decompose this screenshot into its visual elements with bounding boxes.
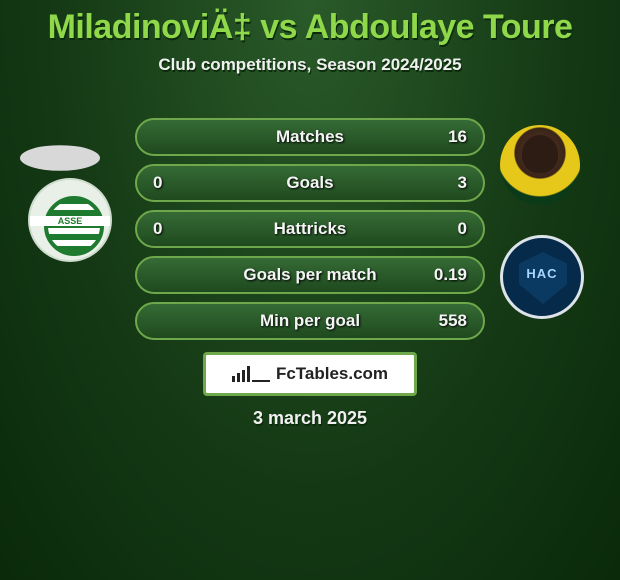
vs-label: vs [260, 8, 297, 46]
subtitle: Club competitions, Season 2024/2025 [0, 55, 620, 75]
stats-table: Matches 16 0 Goals 3 0 Hattricks 0 Goals… [135, 118, 485, 348]
player1-name: MiladinoviÄ‡ [48, 8, 252, 46]
stat-right-value: 16 [413, 127, 467, 147]
bar-chart-icon [232, 366, 270, 382]
stat-row: Matches 16 [135, 118, 485, 156]
page-title: MiladinoviÄ‡ vs Abdoulaye Toure [0, 0, 620, 47]
brand-link[interactable]: FcTables.com [203, 352, 417, 396]
comparison-card: MiladinoviÄ‡ vs Abdoulaye Toure Club com… [0, 0, 620, 580]
stat-right-value: 558 [413, 311, 467, 331]
stat-row: Goals per match 0.19 [135, 256, 485, 294]
stat-row: Min per goal 558 [135, 302, 485, 340]
stat-left-value: 0 [153, 219, 207, 239]
stat-right-value: 3 [413, 173, 467, 193]
player2-name: Abdoulaye Toure [305, 8, 573, 46]
brand-text: FcTables.com [276, 364, 388, 384]
player2-photo [500, 125, 580, 205]
stat-label: Hattricks [207, 219, 413, 239]
stat-label: Goals per match [207, 265, 413, 285]
stat-label: Min per goal [207, 311, 413, 331]
player2-club-badge [500, 235, 584, 319]
stat-right-value: 0.19 [413, 265, 467, 285]
player1-photo [20, 145, 100, 171]
stat-row: 0 Goals 3 [135, 164, 485, 202]
date-label: 3 march 2025 [0, 408, 620, 429]
player1-club-badge [28, 178, 112, 262]
stat-label: Matches [207, 127, 413, 147]
stat-label: Goals [207, 173, 413, 193]
stat-right-value: 0 [413, 219, 467, 239]
stat-row: 0 Hattricks 0 [135, 210, 485, 248]
stat-left-value: 0 [153, 173, 207, 193]
